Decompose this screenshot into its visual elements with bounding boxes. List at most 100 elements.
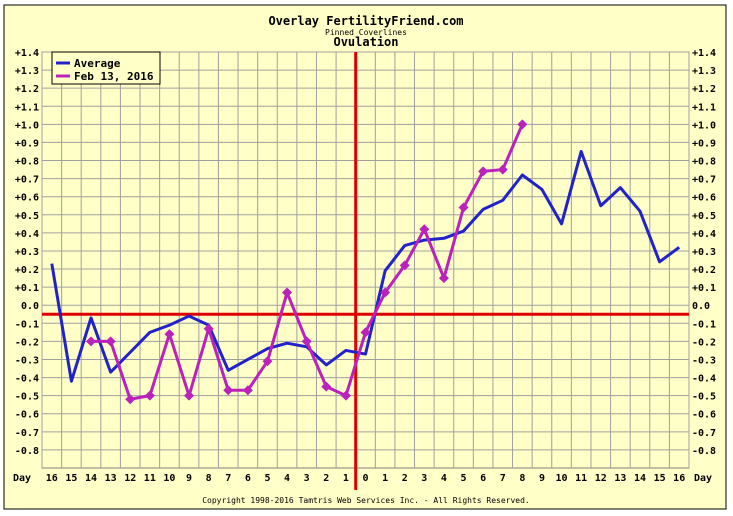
- x-tick-label: 9: [539, 473, 545, 484]
- y-tick-label-left: -0.3: [15, 355, 39, 366]
- x-tick-label: 4: [284, 473, 290, 484]
- y-axis-right: +1.4 +1.3 +1.2 +1.1 +1.0 +0.9 +0.8 +0.7 +0.6 +0.5…: [692, 48, 716, 457]
- y-tick-label-right: +0.3: [692, 247, 716, 258]
- chart-subtitle: Pinned Coverlines: [325, 28, 407, 37]
- x-tick-label: 4: [441, 473, 447, 484]
- y-tick-label-left: -0.1: [15, 319, 39, 330]
- y-tick-label-left: -0.5: [15, 392, 39, 403]
- x-axis: 16 15 14 13 12 11 10 9 8 7 6 5 4 3 2 1 0 1 2 3 4 5 6 7 8 9 10 11 12 1…: [46, 473, 685, 484]
- y-tick-label-left: +1.4: [15, 48, 39, 59]
- data-point: [380, 287, 391, 298]
- y-tick-label-left: -0.6: [15, 410, 39, 421]
- data-point: [399, 260, 410, 271]
- series-line: [50, 149, 681, 383]
- y-tick-label-right: -0.2: [692, 337, 716, 348]
- chart-subtitle-ovulation: Ovulation: [333, 35, 398, 49]
- data-point: [105, 336, 116, 347]
- x-tick-label: 8: [519, 473, 525, 484]
- chart-title: Overlay FertilityFriend.com: [268, 14, 463, 28]
- data-point: [223, 385, 234, 396]
- data-point: [478, 166, 489, 177]
- data-point: [419, 224, 430, 235]
- data-point: [517, 119, 528, 130]
- y-tick-label-right: -0.3: [692, 355, 716, 366]
- series-1: [86, 119, 528, 405]
- x-tick-label: 7: [500, 473, 506, 484]
- x-tick-label: 2: [323, 473, 329, 484]
- y-tick-label-left: +0.1: [15, 283, 39, 294]
- x-tick-label: 14: [634, 473, 646, 484]
- x-tick-label: 16: [673, 473, 685, 484]
- x-tick-label: 14: [85, 473, 97, 484]
- x-tick-label: 0: [362, 473, 368, 484]
- legend: Average Feb 13, 2016: [51, 51, 161, 85]
- y-tick-label-right: +1.0: [692, 120, 716, 131]
- y-tick-label-left: 0.0: [21, 301, 39, 312]
- y-tick-label-left: +0.6: [15, 193, 39, 204]
- x-tick-label: 13: [614, 473, 626, 484]
- y-tick-label-left: +0.5: [15, 211, 39, 222]
- y-tick-label-right: +1.1: [692, 102, 716, 113]
- copyright-footer: Copyright 1998-2016 Tamtris Web Services…: [202, 496, 530, 505]
- data-point: [164, 329, 175, 340]
- x-tick-label: 12: [595, 473, 607, 484]
- series-0: [50, 149, 681, 383]
- y-tick-label-left: -0.7: [15, 428, 39, 439]
- y-tick-label-right: -0.7: [692, 428, 716, 439]
- x-tick-label: 3: [421, 473, 427, 484]
- y-tick-label-right: +1.4: [692, 48, 716, 59]
- x-tick-label: 11: [575, 473, 587, 484]
- reference-lines: [42, 52, 689, 490]
- y-tick-label-left: +0.3: [15, 247, 39, 258]
- y-tick-label-right: -0.4: [692, 374, 716, 385]
- y-tick-label-right: +0.8: [692, 157, 716, 168]
- y-tick-label-right: +0.1: [692, 283, 716, 294]
- x-tick-label: 15: [65, 473, 77, 484]
- x-tick-label: 16: [46, 473, 58, 484]
- y-axis-left: +1.4 +1.3 +1.2 +1.1 +1.0 +0.9 +0.8 +0.7 +0.6 +0.5…: [15, 48, 39, 457]
- y-tick-label-left: +1.0: [15, 120, 39, 131]
- series-layer: [50, 119, 681, 405]
- x-tick-label: 6: [245, 473, 251, 484]
- y-tick-label-right: -0.1: [692, 319, 716, 330]
- y-tick-label-right: +0.2: [692, 265, 716, 276]
- data-point: [125, 394, 136, 405]
- x-tick-label: 2: [402, 473, 408, 484]
- y-tick-label-left: +1.2: [15, 84, 39, 95]
- y-tick-label-right: -0.5: [692, 392, 716, 403]
- x-tick-label: 5: [264, 473, 270, 484]
- x-tick-label: 11: [144, 473, 156, 484]
- y-tick-label-right: +0.7: [692, 175, 716, 186]
- y-tick-label-left: +0.7: [15, 175, 39, 186]
- x-tick-label: 9: [186, 473, 192, 484]
- data-point: [497, 164, 508, 175]
- y-tick-label-left: +0.2: [15, 265, 39, 276]
- legend-label-feb13: Feb 13, 2016: [74, 70, 154, 83]
- y-tick-label-left: -0.4: [15, 374, 39, 385]
- data-point: [144, 390, 155, 401]
- x-tick-label: 1: [382, 473, 388, 484]
- legend-box: [51, 51, 161, 85]
- y-tick-label-right: +0.4: [692, 229, 716, 240]
- grid: [41, 51, 690, 469]
- x-tick-label: 5: [461, 473, 467, 484]
- y-tick-label-left: +0.4: [15, 229, 39, 240]
- x-tick-label: 10: [163, 473, 175, 484]
- y-tick-label-right: +1.2: [692, 84, 716, 95]
- data-point: [458, 202, 469, 213]
- y-tick-label-right: +0.5: [692, 211, 716, 222]
- data-point: [360, 327, 371, 338]
- x-tick-label: 15: [654, 473, 666, 484]
- y-tick-label-left: +1.1: [15, 102, 39, 113]
- data-point: [321, 381, 332, 392]
- x-tick-label: 6: [480, 473, 486, 484]
- y-tick-label-right: -0.8: [692, 446, 716, 457]
- x-tick-label: 1: [343, 473, 349, 484]
- data-point: [184, 390, 195, 401]
- data-point: [438, 273, 449, 284]
- y-tick-label-left: +0.9: [15, 138, 39, 149]
- y-tick-label-left: -0.8: [15, 446, 39, 457]
- data-point: [262, 356, 273, 367]
